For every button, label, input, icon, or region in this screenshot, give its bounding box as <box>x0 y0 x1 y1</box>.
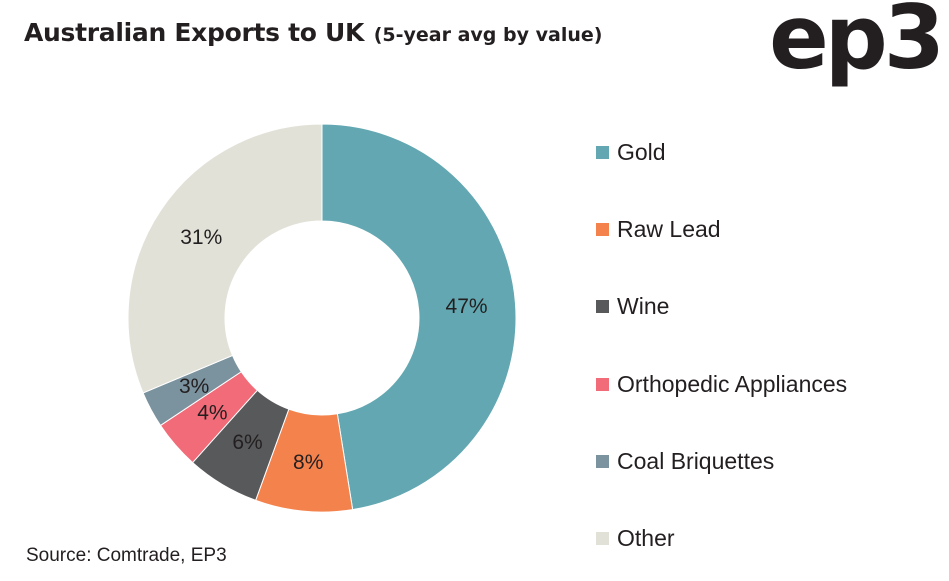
legend-swatch <box>596 377 609 391</box>
legend-swatch <box>596 223 609 237</box>
chart-legend: Gold Raw Lead Wine Orthopedic Appliances Coa… <box>596 114 847 577</box>
legend-item-wine: Wine <box>596 268 847 345</box>
ep3-logo: ep3 <box>769 0 945 89</box>
chart-subtitle: (5-year avg by value) <box>373 24 603 46</box>
legend-swatch <box>596 300 609 314</box>
slice-label-raw-lead: 8% <box>293 451 323 474</box>
slice-gold <box>321 123 517 511</box>
source-note: Source: Comtrade, EP3 <box>26 545 227 566</box>
legend-label: Coal Briquettes <box>617 447 775 474</box>
legend-label: Raw Lead <box>617 216 721 243</box>
slice-other <box>127 123 323 394</box>
slice-label-gold: 47% <box>446 295 488 318</box>
legend-label: Orthopedic Appliances <box>617 370 848 397</box>
legend-item-raw-lead: Raw Lead <box>596 191 847 268</box>
legend-item-coal-briquettes: Coal Briquettes <box>596 423 847 500</box>
slice-label-coal-briquettes: 3% <box>179 375 209 398</box>
legend-swatch <box>596 146 609 160</box>
legend-label: Wine <box>617 293 670 320</box>
legend-item-gold: Gold <box>596 114 847 191</box>
slice-label-wine: 6% <box>232 431 262 454</box>
chart-title-main: Australian Exports to UK <box>24 18 365 47</box>
legend-swatch <box>596 532 609 546</box>
legend-label: Other <box>617 525 675 552</box>
slice-label-orthopedic-appliances: 4% <box>197 401 227 424</box>
legend-item-orthopedic-appliances: Orthopedic Appliances <box>596 346 847 423</box>
chart-title: Australian Exports to UK (5-year avg by … <box>24 18 602 47</box>
legend-item-other: Other <box>596 500 847 577</box>
slice-label-other: 31% <box>180 226 222 249</box>
legend-label: Gold <box>617 139 666 166</box>
donut-chart: 47% 8% 6%4% 3% 31% <box>127 123 517 513</box>
legend-swatch <box>596 454 609 468</box>
